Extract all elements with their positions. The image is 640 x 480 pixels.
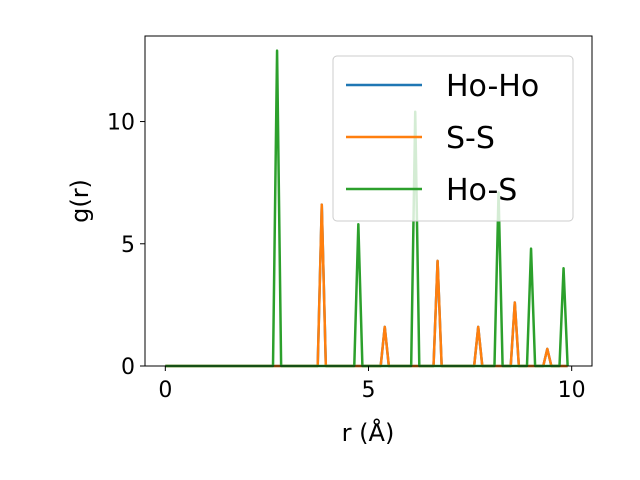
x-axis: 0 5 10	[158, 366, 586, 403]
legend-label-s-s: S-S	[446, 121, 495, 156]
legend-label-ho-s: Ho-S	[446, 173, 517, 208]
x-axis-label: r (Å)	[342, 418, 395, 447]
x-tick-label: 5	[362, 378, 376, 403]
y-tick-label: 10	[107, 111, 135, 136]
y-axis: 0 5 10	[107, 111, 145, 380]
legend-box	[332, 55, 574, 222]
x-tick-label: 0	[158, 378, 172, 403]
series-line-ho-ho	[165, 203, 568, 368]
legend: Ho-Ho S-S Ho-S	[332, 55, 574, 222]
legend-label-ho-ho: Ho-Ho	[446, 69, 539, 104]
y-tick-label: 5	[121, 233, 135, 258]
series-line-s-s	[165, 203, 568, 368]
y-axis-label: g(r)	[66, 179, 94, 223]
x-tick-label: 10	[558, 378, 586, 403]
y-tick-label: 0	[121, 355, 135, 380]
